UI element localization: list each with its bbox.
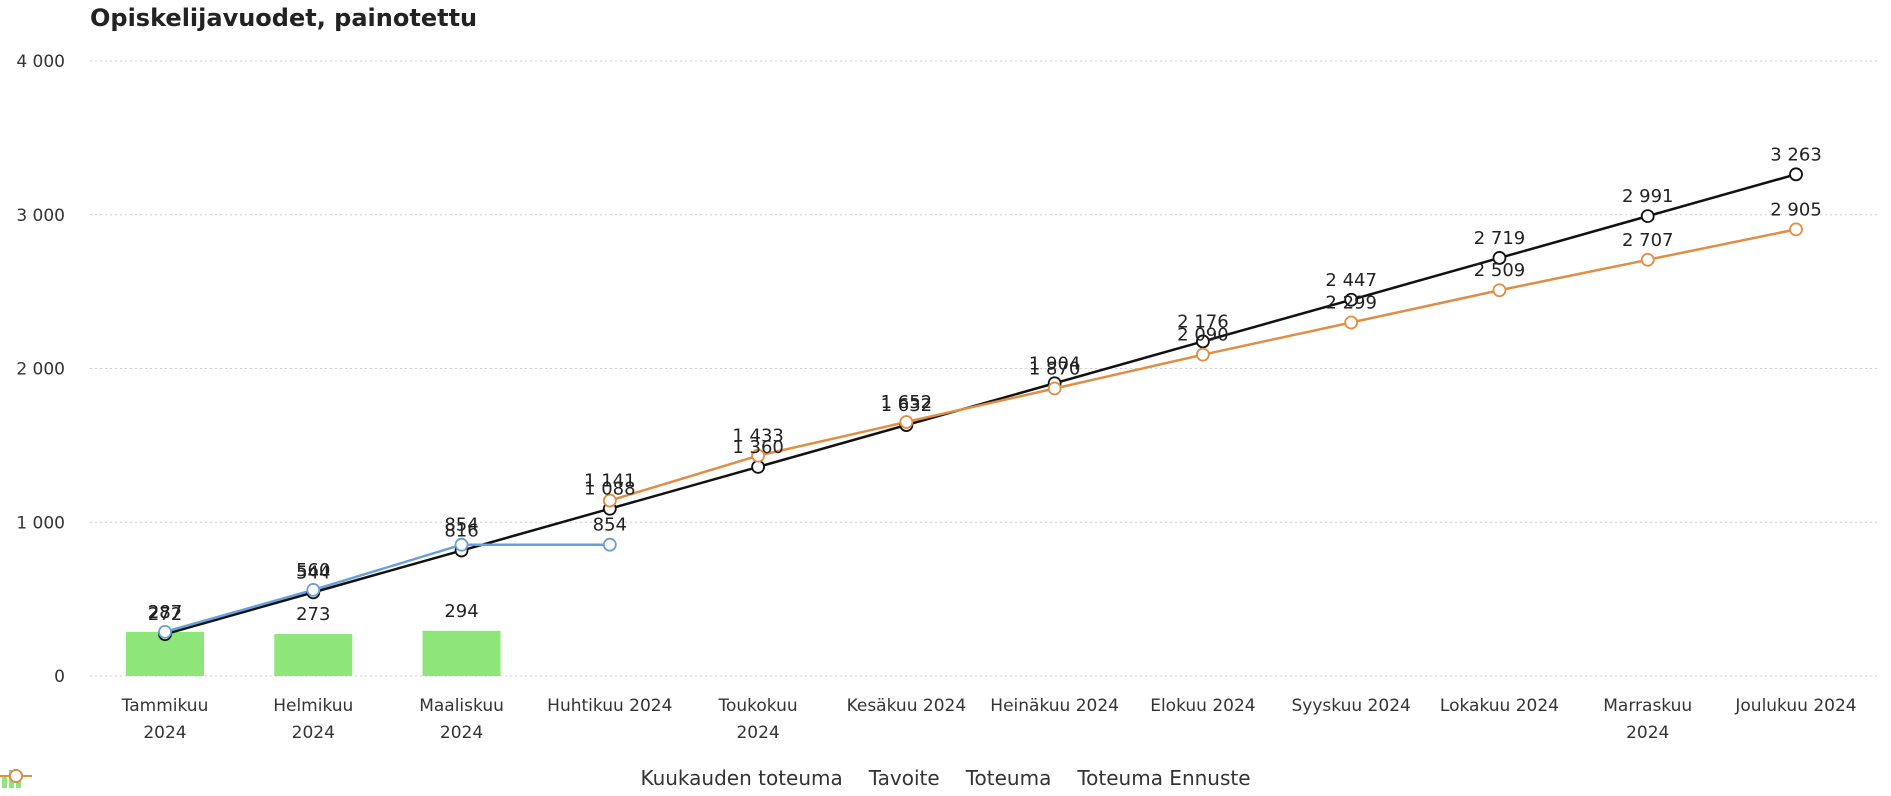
x-tick-label: Marraskuu <box>1603 696 1692 716</box>
data-label: 1 433 <box>732 426 784 447</box>
data-point <box>602 493 617 508</box>
data-label: 544 <box>296 562 330 583</box>
x-tick-label: Tammikuu <box>121 696 209 716</box>
x-tick-label: Heinäkuu 2024 <box>990 696 1119 716</box>
legend-label: Toteuma <box>965 766 1052 790</box>
x-tick-label: Maaliskuu <box>419 696 504 716</box>
data-label: 1 632 <box>881 395 933 416</box>
legend-label: Tavoite <box>868 766 940 790</box>
data-label: 294 <box>444 601 478 622</box>
data-point <box>1196 347 1210 362</box>
data-label: 273 <box>296 604 330 625</box>
data-label: 2 905 <box>1770 199 1822 220</box>
data-point <box>899 415 914 429</box>
data-label: 1 141 <box>584 471 636 492</box>
data-point <box>1047 381 1062 396</box>
data-point <box>158 624 172 639</box>
data-point <box>454 537 469 552</box>
y-tick-label: 4 000 <box>16 52 65 72</box>
x-tick-label: 2024 <box>440 723 483 743</box>
data-point <box>1344 292 1359 307</box>
x-tick-label: 2024 <box>736 723 779 743</box>
legend-item[interactable]: Kuukauden toteuma <box>2 766 843 790</box>
data-point <box>1640 252 1655 267</box>
chart-svg: 0 1 000 2 000 3 000 4 000 Tammikuu 2024 Helmiku… <box>16 52 1880 743</box>
data-label: 560 <box>296 560 330 581</box>
data-label: 1 870 <box>1029 358 1081 379</box>
series-line <box>609 228 1797 502</box>
data-point <box>306 583 321 597</box>
x-tick-label: Lokakuu 2024 <box>1440 696 1559 716</box>
data-label: 854 <box>444 515 478 536</box>
x-tick-label: 2024 <box>1626 723 1669 743</box>
legend-label: Toteuma Ennuste <box>1077 766 1251 790</box>
line-legend-icon <box>0 769 32 783</box>
data-point <box>1344 315 1359 330</box>
x-tick-label: Huhtikuu 2024 <box>547 696 672 716</box>
legend-label: Kuukauden toteuma <box>640 766 843 790</box>
data-point <box>1789 222 1803 237</box>
x-tick-label: Joulukuu 2024 <box>1734 696 1856 716</box>
x-tick-label: Elokuu 2024 <box>1150 696 1255 716</box>
data-label: 1 088 <box>584 479 636 500</box>
bar <box>274 634 353 676</box>
legend-item[interactable]: Tavoite <box>0 766 940 790</box>
x-tick-label: Syyskuu 2024 <box>1292 696 1411 716</box>
chart-title: Opiskelijavuodet, painotettu <box>90 4 478 32</box>
data-label: 816 <box>444 521 478 542</box>
data-label: 2 991 <box>1622 186 1674 207</box>
data-point <box>1789 167 1803 182</box>
data-point <box>1196 334 1210 349</box>
legend-item[interactable]: Toteuma <box>0 766 1052 790</box>
x-tick-label: 2024 <box>143 723 186 743</box>
x-tick-label: Kesäkuu 2024 <box>847 696 967 716</box>
y-tick-label: 3 000 <box>16 206 65 226</box>
data-label: 2 509 <box>1474 260 1526 281</box>
data-label: 2 176 <box>1177 311 1229 332</box>
data-label: 1 652 <box>881 392 933 413</box>
data-label: 2 719 <box>1474 228 1526 249</box>
data-label: 854 <box>593 515 627 536</box>
data-label: 287 <box>148 602 182 623</box>
x-tick-label: 2024 <box>292 723 335 743</box>
data-label: 3 263 <box>1770 144 1822 165</box>
data-label: 1 360 <box>732 437 784 458</box>
legend-item[interactable]: Toteuma Ennuste <box>0 766 1251 790</box>
data-point <box>751 459 765 474</box>
y-tick-label: 0 <box>54 667 65 687</box>
data-point <box>751 448 765 463</box>
bar <box>422 630 501 676</box>
data-label: 287 <box>148 602 182 623</box>
data-label: 2 090 <box>1177 325 1229 346</box>
data-label: 2 299 <box>1325 293 1377 314</box>
data-point <box>1640 209 1655 224</box>
data-label: 1 904 <box>1029 353 1081 374</box>
x-tick-label: Toukokuu <box>717 696 797 716</box>
data-point <box>1492 283 1507 298</box>
y-tick-label: 2 000 <box>16 360 65 380</box>
series-line <box>164 543 610 634</box>
data-label: 2 707 <box>1622 230 1674 251</box>
y-tick-label: 1 000 <box>16 513 65 533</box>
data-point <box>1492 251 1507 265</box>
data-label: 272 <box>148 604 182 625</box>
data-point <box>602 537 617 552</box>
chart-legend: Kuukauden toteuma Tavoite Toteuma Toteuma E… <box>0 766 1891 790</box>
data-label: 2 447 <box>1325 270 1377 291</box>
x-tick-label: Helmikuu <box>273 696 353 716</box>
